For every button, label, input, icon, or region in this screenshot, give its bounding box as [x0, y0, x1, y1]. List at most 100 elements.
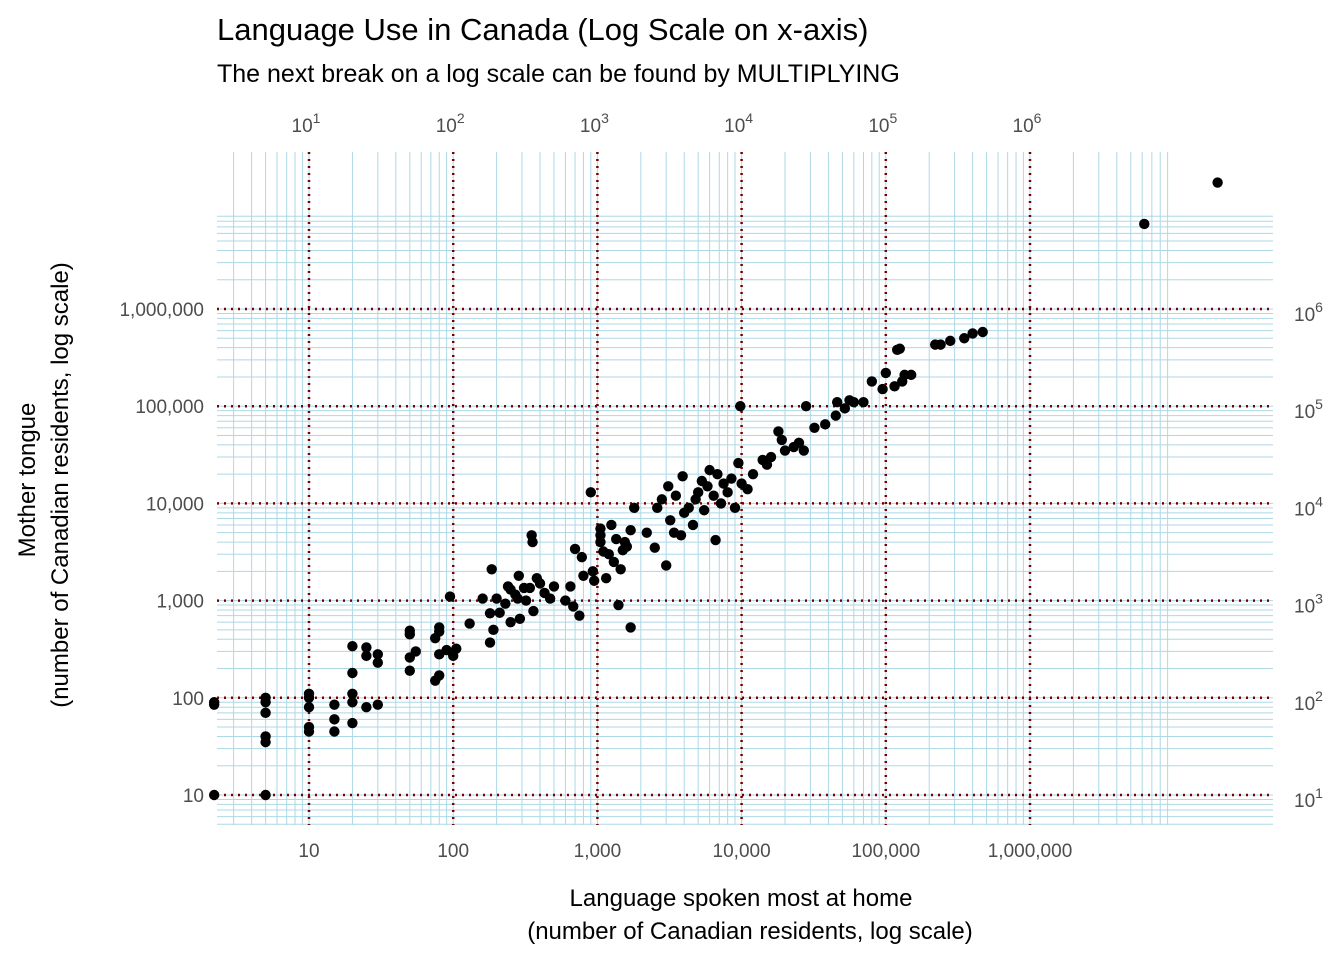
data-point: [372, 649, 384, 660]
data-point: [464, 618, 475, 629]
x-axis-top-ticks: 101 102 103 104 105 106: [292, 110, 1042, 137]
chart-subtitle: The next break on a log scale can be fou…: [217, 60, 900, 88]
x-axis-bottom-ticks: 10 100 1,000 10,000 100,000 1,000,000: [298, 841, 1072, 862]
data-point: [329, 699, 340, 710]
data-point: [372, 657, 384, 668]
data-point: [712, 468, 723, 480]
data-point: [729, 502, 741, 514]
x-top-tick-label: 106: [1013, 110, 1042, 137]
data-point: [663, 481, 674, 492]
y-right-tick-label: 103: [1294, 591, 1323, 618]
data-point: [410, 646, 421, 657]
data-point: [776, 434, 787, 446]
data-point: [683, 502, 694, 514]
data-point: [587, 566, 599, 577]
data-point: [260, 707, 271, 719]
x-tick-label: 1,000: [574, 841, 622, 862]
y-right-tick-label: 106: [1294, 299, 1323, 326]
y-tick-label: 1,000: [156, 592, 204, 613]
data-point: [548, 581, 560, 592]
data-point: [500, 598, 511, 609]
data-point: [260, 789, 271, 801]
data-point: [722, 487, 733, 498]
data-point: [733, 457, 744, 469]
data-point: [534, 578, 546, 589]
data-point: [512, 593, 523, 604]
data-point: [606, 519, 617, 531]
data-point: [661, 560, 672, 571]
data-point: [687, 519, 699, 531]
y-axis-label-line2: (number of Canadian residents, log scale…: [47, 262, 74, 708]
data-point: [610, 533, 622, 545]
data-point: [585, 487, 597, 498]
data-point: [615, 564, 626, 575]
data-point: [603, 549, 615, 560]
data-point: [880, 367, 891, 379]
data-point: [527, 536, 538, 548]
data-point: [347, 697, 358, 708]
data-point: [830, 410, 841, 421]
y-right-tick-label: 102: [1294, 688, 1323, 715]
data-point: [726, 473, 737, 484]
x-tick-label: 10,000: [713, 841, 771, 862]
data-point: [704, 464, 715, 476]
data-point: [505, 616, 516, 628]
y-tick-label: 100,000: [135, 397, 204, 418]
x-top-tick-label: 101: [292, 110, 321, 137]
data-point: [665, 515, 676, 526]
data-point: [404, 665, 415, 676]
data-point: [513, 570, 524, 581]
data-point: [568, 601, 579, 612]
data-point: [967, 328, 978, 339]
x-tick-label: 100,000: [851, 841, 920, 862]
data-point: [877, 383, 888, 395]
data-point: [641, 527, 652, 538]
data-point: [484, 637, 496, 648]
y-tick-label: 1,000,000: [119, 300, 204, 321]
data-point: [708, 490, 719, 501]
data-point: [372, 699, 384, 710]
data-point: [608, 556, 620, 568]
data-point: [1212, 177, 1223, 188]
y-tick-label: 10: [183, 786, 204, 807]
data-point: [858, 396, 869, 408]
y-tick-label: 10,000: [146, 494, 204, 515]
y-tick-label: 100: [172, 689, 204, 710]
data-point: [444, 591, 456, 602]
data-point: [208, 699, 220, 710]
data-point: [560, 595, 571, 606]
data-point: [945, 335, 956, 347]
data-point: [361, 650, 372, 662]
x-axis-label-line1: Language spoken most at home: [570, 885, 913, 912]
data-point: [779, 445, 791, 456]
data-point: [692, 487, 704, 498]
data-point: [524, 582, 536, 594]
data-point: [574, 610, 585, 621]
data-point: [347, 688, 358, 699]
data-point: [977, 326, 988, 338]
data-point: [848, 396, 860, 408]
data-point: [959, 333, 970, 344]
data-point: [625, 622, 636, 633]
data-point: [303, 692, 315, 703]
data-point: [484, 608, 496, 619]
x-top-tick-label: 105: [868, 110, 897, 137]
data-point: [303, 702, 315, 713]
data-point: [600, 573, 612, 584]
data-point: [809, 422, 820, 433]
data-point: [565, 581, 576, 592]
data-point: [576, 551, 588, 563]
data-point: [761, 459, 773, 470]
data-point: [773, 426, 784, 437]
data-point: [798, 445, 810, 456]
data-point: [698, 505, 710, 516]
data-point: [514, 613, 526, 624]
data-point: [434, 626, 445, 637]
chart-title: Language Use in Canada (Log Scale on x-a…: [217, 12, 868, 47]
data-point: [486, 564, 497, 575]
data-point: [747, 468, 759, 480]
data-point: [702, 481, 713, 492]
data-point: [260, 736, 271, 748]
